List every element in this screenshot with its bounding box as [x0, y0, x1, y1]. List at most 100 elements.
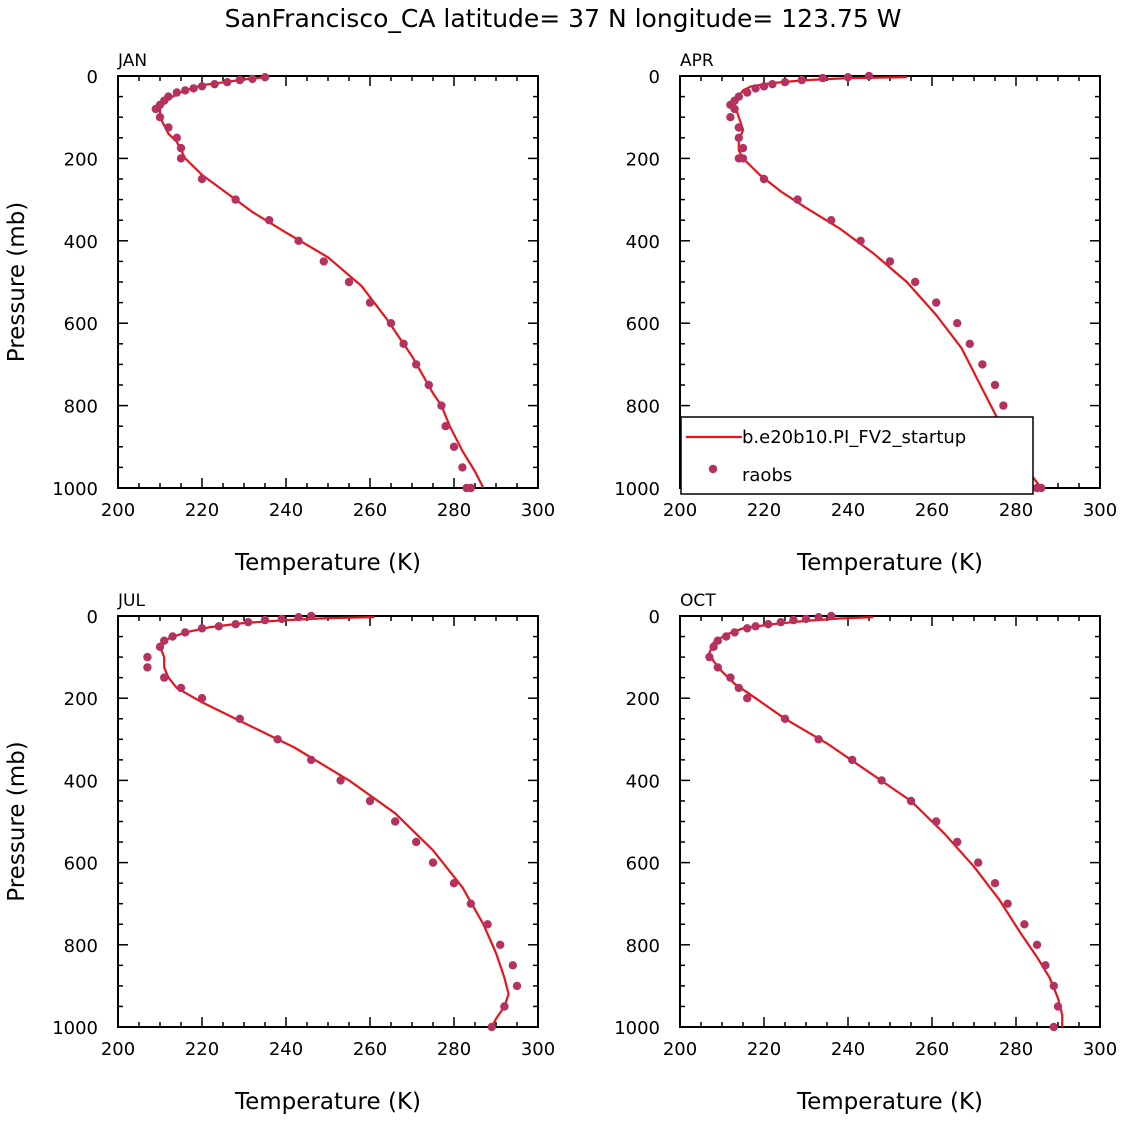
raob-point — [189, 84, 198, 93]
y-axis-title: Pressure (mb) — [4, 741, 30, 901]
x-tick-label: 280 — [999, 1039, 1033, 1060]
legend-label-obs: raobs — [742, 465, 792, 486]
raob-point — [151, 104, 160, 114]
raob-point — [776, 618, 785, 627]
panel-label: JAN — [117, 51, 147, 71]
x-tick-label: 260 — [353, 1039, 387, 1060]
raob-point — [294, 613, 303, 622]
y-tick-label: 600 — [626, 314, 660, 335]
chart-panel-jan: JAN 200 220 240 260 280 300 0 200 400 600 800 1000 Te… — [4, 51, 555, 576]
raob-point — [428, 858, 438, 867]
y-tick-label: 400 — [64, 232, 98, 253]
y-tick-label: 800 — [64, 936, 98, 957]
raob-point — [155, 642, 165, 651]
raob-point — [344, 277, 354, 287]
raob-point — [932, 817, 941, 826]
raob-point — [365, 298, 375, 307]
panel-label: OCT — [680, 591, 716, 611]
x-axis-title: Temperature (K) — [234, 550, 421, 576]
raob-point — [294, 236, 303, 245]
model-profile-line — [708, 616, 1064, 1027]
legend-marker-swatch — [708, 464, 718, 474]
y-tick-label: 1000 — [52, 1018, 98, 1039]
raob-point — [885, 257, 895, 266]
raob-point — [508, 961, 517, 970]
raob-point — [197, 694, 207, 703]
raob-point — [1032, 940, 1042, 949]
raob-point — [793, 195, 802, 204]
raob-point — [713, 663, 722, 672]
y-tick-label: 0 — [87, 67, 98, 88]
x-tick-label: 240 — [269, 1039, 303, 1060]
raob-point — [713, 636, 722, 645]
raob-point — [487, 1022, 496, 1032]
raob-point — [466, 899, 475, 908]
raob-point — [734, 133, 743, 142]
raob-point — [449, 879, 459, 888]
raob-point — [1041, 961, 1050, 970]
chart-panel-oct: OCT 200 220 240 260 280 300 0 200 400 600 800 1000 Te… — [614, 591, 1117, 1115]
x-tick-label: 200 — [101, 500, 135, 521]
figure-title: SanFrancisco_CA latitude= 37 N longitude… — [225, 4, 902, 33]
raob-point — [990, 879, 1000, 888]
panel-label: JUL — [117, 591, 145, 611]
raob-point — [843, 73, 853, 82]
y-tick-label: 0 — [649, 67, 660, 88]
raob-point — [743, 88, 752, 97]
x-axis-title: Temperature (K) — [796, 550, 983, 576]
raob-point — [496, 940, 505, 949]
raob-point — [441, 422, 450, 431]
raob-point — [244, 618, 253, 627]
raob-point — [143, 663, 152, 672]
legend-label-model: b.e20b10.PI_FV2_startup — [742, 427, 966, 448]
raob-point — [978, 360, 987, 369]
y-tick-label: 800 — [626, 397, 660, 418]
y-tick-label: 1000 — [52, 479, 98, 500]
x-tick-label: 240 — [831, 500, 865, 521]
y-tick-label: 0 — [87, 607, 98, 628]
raob-point — [223, 78, 232, 87]
raob-point — [1053, 1002, 1063, 1011]
raob-point — [1003, 899, 1012, 908]
y-tick-label: 200 — [64, 149, 98, 170]
raob-point — [1020, 920, 1029, 929]
raob-point — [307, 611, 316, 621]
y-tick-label: 200 — [626, 149, 660, 170]
model-profile-line — [158, 75, 485, 489]
raob-point — [734, 123, 743, 132]
raob-point — [827, 216, 836, 225]
x-axis-title: Temperature (K) — [234, 1089, 421, 1115]
y-tick-label: 0 — [649, 607, 660, 628]
raob-point — [1049, 1022, 1059, 1032]
raob-point — [827, 611, 836, 621]
raob-point — [911, 277, 920, 287]
y-tick-label: 400 — [626, 232, 660, 253]
x-axis-title: Temperature (K) — [796, 1089, 983, 1115]
raob-point — [235, 75, 244, 85]
raob-point — [181, 86, 190, 95]
raob-point — [273, 735, 282, 744]
raob-point — [260, 615, 270, 625]
raob-point — [458, 463, 467, 472]
raob-point — [789, 615, 798, 625]
raob-point — [412, 360, 421, 369]
x-tick-label: 220 — [185, 1039, 219, 1060]
raob-point — [437, 401, 446, 410]
chart-panel-jul: JUL 200 220 240 260 280 300 0 200 400 600 800 1000 Te… — [4, 591, 555, 1115]
raob-point — [734, 683, 743, 693]
raob-point — [391, 817, 400, 826]
raob-point — [780, 78, 790, 87]
raob-point — [214, 622, 223, 631]
y-tick-label: 200 — [64, 689, 98, 710]
x-tick-label: 280 — [437, 500, 471, 521]
raob-point — [818, 73, 827, 83]
raob-point — [181, 628, 190, 637]
x-tick-label: 240 — [831, 1039, 865, 1060]
raob-point — [210, 80, 219, 89]
raob-point — [722, 632, 731, 641]
x-tick-label: 220 — [747, 1039, 781, 1060]
y-axis-title: Pressure (mb) — [4, 202, 30, 362]
raob-point — [399, 339, 408, 348]
raob-point — [164, 123, 173, 132]
